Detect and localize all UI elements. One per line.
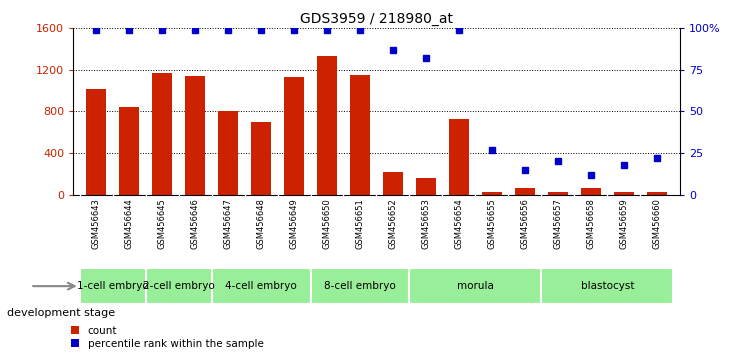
Bar xyxy=(119,107,139,195)
Text: 8-cell embryo: 8-cell embryo xyxy=(324,281,396,291)
Text: GSM456648: GSM456648 xyxy=(257,198,265,249)
Text: GSM456643: GSM456643 xyxy=(91,198,101,249)
Legend: count, percentile rank within the sample: count, percentile rank within the sample xyxy=(71,326,264,349)
Bar xyxy=(317,56,337,195)
Bar xyxy=(581,188,601,195)
Bar xyxy=(185,76,205,195)
Text: GSM456651: GSM456651 xyxy=(355,198,365,249)
Text: GSM456650: GSM456650 xyxy=(322,198,331,249)
Text: morula: morula xyxy=(457,281,494,291)
Bar xyxy=(350,75,370,195)
Bar xyxy=(251,122,271,195)
Bar xyxy=(614,192,634,195)
Text: 1-cell embryo: 1-cell embryo xyxy=(77,281,148,291)
Bar xyxy=(80,268,145,304)
Text: GSM456644: GSM456644 xyxy=(125,198,134,249)
Bar xyxy=(284,77,304,195)
Text: GSM456656: GSM456656 xyxy=(520,198,529,249)
Text: GSM456655: GSM456655 xyxy=(488,198,496,249)
Text: GSM456647: GSM456647 xyxy=(224,198,232,249)
Text: GSM456660: GSM456660 xyxy=(652,198,662,249)
Bar xyxy=(86,88,106,195)
Text: development stage: development stage xyxy=(7,308,115,318)
Text: GSM456649: GSM456649 xyxy=(289,198,298,249)
Bar xyxy=(548,192,568,195)
Text: GSM456658: GSM456658 xyxy=(586,198,595,249)
Text: GSM456645: GSM456645 xyxy=(158,198,167,249)
Text: GSM456652: GSM456652 xyxy=(388,198,398,249)
Bar xyxy=(152,73,172,195)
Bar xyxy=(383,172,403,195)
Text: GSM456659: GSM456659 xyxy=(619,198,628,249)
Text: 2-cell embryo: 2-cell embryo xyxy=(143,281,214,291)
Bar xyxy=(647,192,667,195)
Bar xyxy=(515,188,535,195)
Text: GSM456646: GSM456646 xyxy=(191,198,200,249)
Text: 4-cell embryo: 4-cell embryo xyxy=(225,281,297,291)
Bar xyxy=(416,178,436,195)
Text: blastocyst: blastocyst xyxy=(580,281,634,291)
Text: GSM456657: GSM456657 xyxy=(553,198,562,249)
Bar xyxy=(482,192,501,195)
Text: GSM456653: GSM456653 xyxy=(422,198,431,249)
Title: GDS3959 / 218980_at: GDS3959 / 218980_at xyxy=(300,12,453,26)
Text: GSM456654: GSM456654 xyxy=(455,198,463,249)
Bar xyxy=(211,268,311,304)
Bar xyxy=(409,268,542,304)
Bar xyxy=(145,268,211,304)
Bar xyxy=(542,268,673,304)
Bar xyxy=(218,112,238,195)
Bar xyxy=(311,268,409,304)
Bar xyxy=(449,119,469,195)
